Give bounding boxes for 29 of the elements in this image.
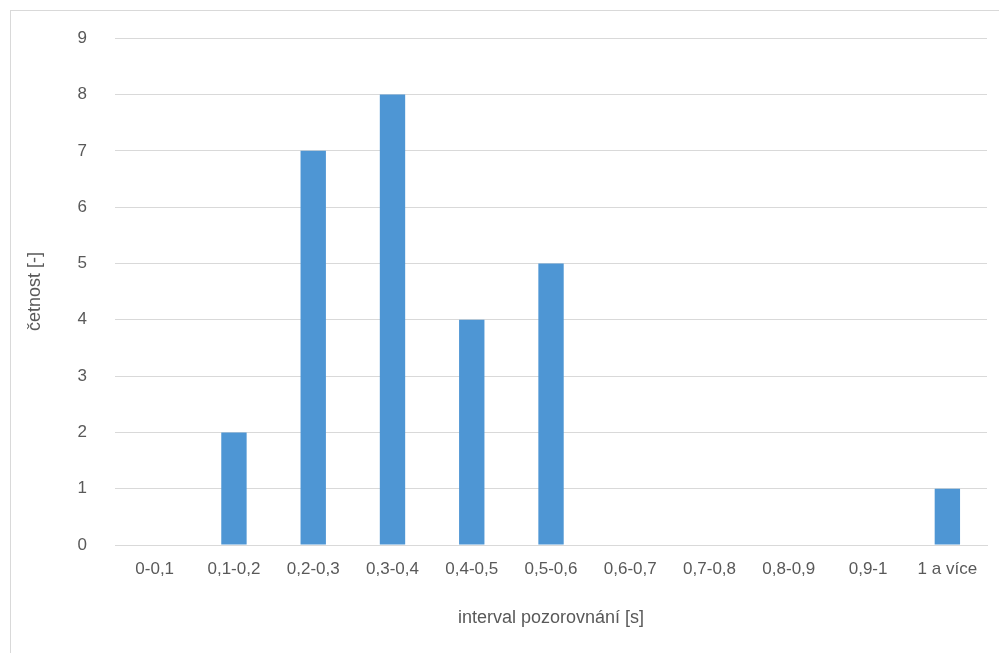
y-tick-label: 1: [77, 478, 88, 498]
x-tick-label: 0,3-0,4: [366, 558, 419, 578]
x-tick-label: 0-0,1: [135, 558, 175, 578]
y-tick-label: 6: [77, 196, 88, 216]
y-tick-label: 7: [77, 140, 88, 160]
x-tick-label: 0,6-0,7: [603, 558, 657, 578]
y-tick-label: 3: [77, 365, 88, 385]
y-tick-label: 5: [77, 253, 88, 273]
x-tick-label: 0,8-0,9: [762, 558, 816, 578]
bar: [379, 94, 406, 545]
y-axis-title: četnost [-]: [23, 252, 44, 332]
x-tick-label: 0,7-0,8: [683, 558, 737, 578]
bar: [538, 263, 564, 545]
bar: [221, 432, 247, 545]
y-tick-label: 4: [77, 309, 88, 329]
x-tick-label: 0,1-0,2: [207, 558, 261, 578]
bar: [300, 150, 326, 545]
x-tick-label: 0,2-0,3: [286, 558, 340, 578]
y-tick-label: 0: [77, 534, 88, 554]
y-tick-label: 9: [77, 27, 88, 47]
x-tick-label: 1 a více: [917, 558, 978, 578]
x-tick-label: 0,5-0,6: [524, 558, 578, 578]
y-tick-label: 2: [77, 422, 88, 442]
x-tick-label: 0,9-1: [848, 558, 888, 578]
bar: [934, 488, 961, 545]
y-tick-label: 8: [77, 84, 88, 104]
bar: [459, 319, 485, 545]
x-axis-title: interval pozorovnání [s]: [457, 607, 645, 628]
x-tick-label: 0,4-0,5: [445, 558, 499, 578]
